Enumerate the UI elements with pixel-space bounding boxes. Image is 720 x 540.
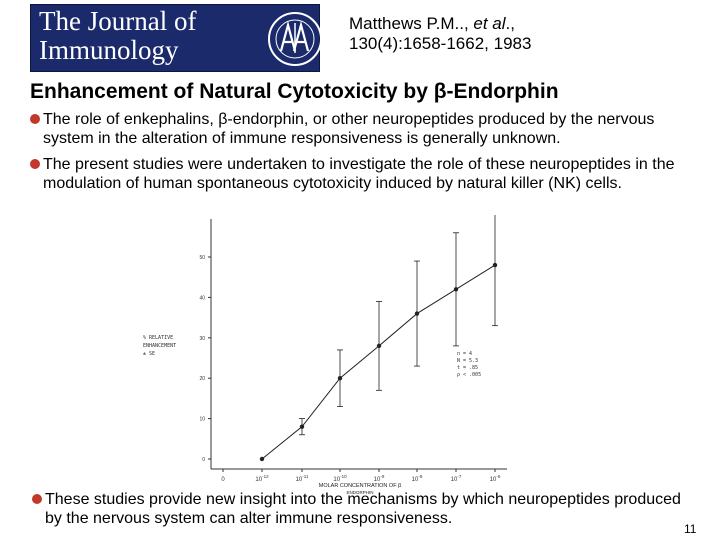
data-point <box>492 262 498 268</box>
x-axis-label: ENDORPHIN <box>346 490 373 495</box>
x-tick-label: 10-11 <box>296 474 309 483</box>
y-axis-label: ENHANCEMENT <box>143 343 176 349</box>
data-point <box>453 287 459 292</box>
x-tick-label: 10-10 <box>333 474 347 483</box>
x-tick-label: 10-9 <box>374 474 385 483</box>
x-tick-label: 0 <box>221 477 225 483</box>
stats-annotation: t = .85 <box>457 365 478 371</box>
stats-annotation: ρ < .005 <box>457 372 481 378</box>
bullet-text: The role of enkephalins, β-endorphin, or… <box>43 111 655 147</box>
bullet-dot-icon <box>30 159 40 169</box>
x-tick-label: 10-6 <box>490 474 501 483</box>
data-point <box>299 424 305 429</box>
y-tick-label: 0 <box>202 457 205 463</box>
y-tick-label: 20 <box>199 376 205 382</box>
y-axis-label: ± SE <box>143 351 155 357</box>
x-axis-label: MOLAR CONCENTRATION OF β <box>319 483 402 489</box>
y-tick-label: 50 <box>199 255 205 261</box>
x-tick-label: 10-7 <box>451 474 462 483</box>
y-axis-label: % RELATIVE <box>143 335 173 341</box>
journal-logo: The Journal of Immunology <box>30 4 322 72</box>
x-tick-label: 10-12 <box>255 474 269 483</box>
y-tick-label: 40 <box>199 295 205 301</box>
stats-annotation: N = 5.3 <box>457 358 478 364</box>
data-point <box>337 376 343 381</box>
citation: Matthews P.M.., et al., 130(4):1658-1662… <box>349 14 532 53</box>
bullet-text: The present studies were undertaken to i… <box>43 156 675 192</box>
aai-seal-icon <box>268 12 322 66</box>
line-chart: 0 10 20 30 40 50 0 10-12 10-11 10-10 10-9 10-8 10-7 1… <box>143 215 507 495</box>
journal-logo-text: The Journal of Immunology <box>39 6 197 65</box>
stats-annotation: n = 4 <box>457 351 472 357</box>
y-tick-label: 30 <box>199 336 205 342</box>
bullet-dot-icon <box>30 114 40 124</box>
slide-title: Enhancement of Natural Cytotoxicity by β… <box>30 80 559 103</box>
bullet-text: These studies provide new insight into t… <box>45 491 681 527</box>
data-point <box>376 343 382 349</box>
y-tick-label: 10 <box>199 417 205 423</box>
data-point <box>414 311 420 316</box>
data-point <box>259 456 265 462</box>
page-number: 11 <box>684 522 697 536</box>
bullet-dot-icon <box>32 494 42 504</box>
x-tick-label: 10-8 <box>412 474 423 483</box>
